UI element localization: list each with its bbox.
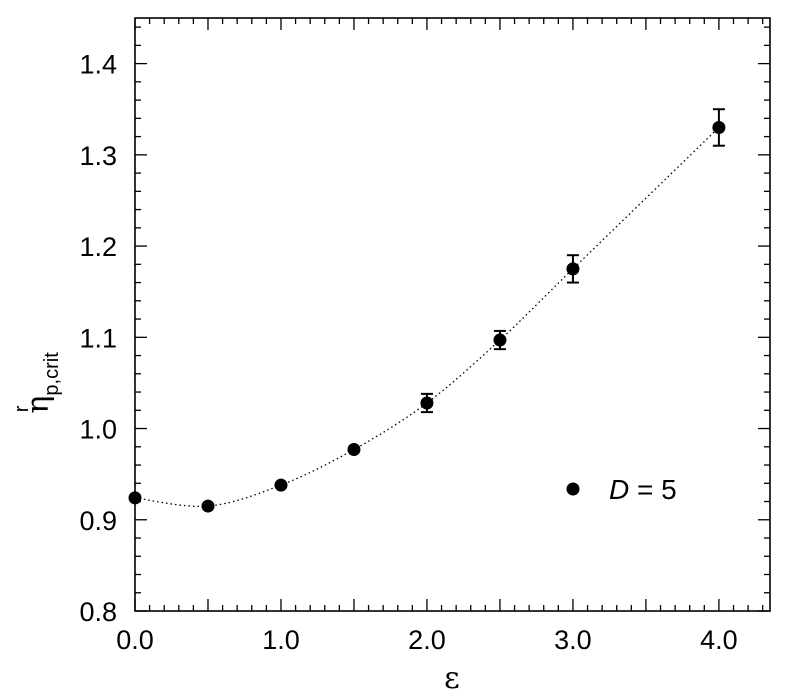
x-tick-label: 3.0 [554,625,592,655]
y-tick-label: 1.4 [79,50,117,80]
data-point [493,333,507,347]
legend-label-italic: D [609,474,629,505]
legend-label-rest: = 5 [629,474,676,505]
x-axis-title: ε [444,661,460,692]
y-axis-title-main: η [21,396,56,414]
x-tick-label: 0.0 [116,625,154,655]
data-point [566,262,580,276]
y-axis-title-superscript: r [11,405,33,412]
data-point [201,499,215,513]
legend-marker [566,482,580,496]
x-tick-label: 4.0 [700,625,738,655]
plot-frame [134,17,771,612]
y-tick-label: 1.1 [79,323,117,353]
y-tick-label: 1.0 [79,415,117,445]
y-tick-label: 0.8 [79,597,117,627]
y-axis-title-subscript: p,crit [41,352,63,396]
data-point [712,120,726,134]
data-point [347,443,361,457]
data-point [274,478,288,492]
series-line [134,127,720,508]
y-tick-label: 1.3 [79,141,117,171]
y-tick-label: 0.9 [79,506,117,536]
legend-label: D = 5 [609,474,677,505]
y-axis-title: ηp,crit r [11,352,63,414]
x-tick-label: 2.0 [408,625,446,655]
x-tick-label: 1.0 [262,625,300,655]
data-point [128,491,142,505]
data-point [420,396,434,410]
y-tick-label: 1.2 [79,232,117,262]
